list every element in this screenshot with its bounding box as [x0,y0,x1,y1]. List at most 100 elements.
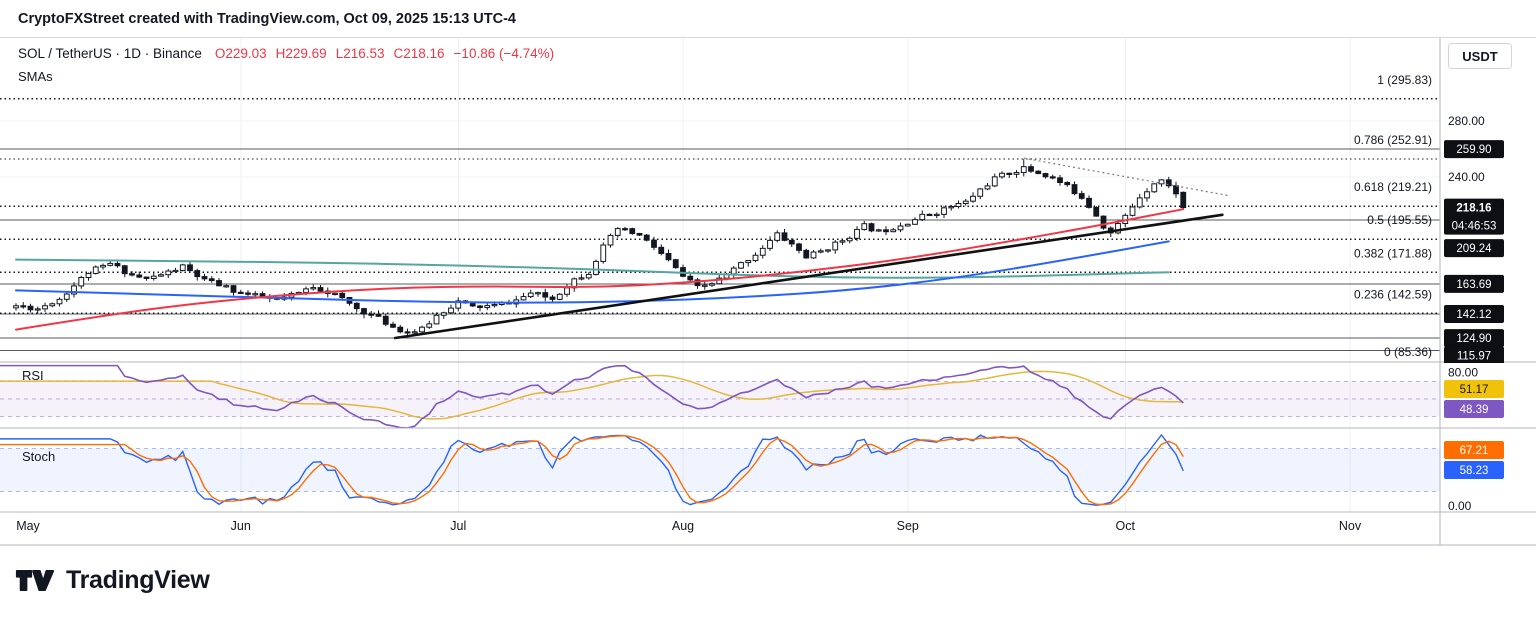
rsi-pane [0,364,1440,428]
candle-body [781,232,788,241]
price-line-badge-bg [1444,305,1504,324]
stoch-d-badge-bg [1444,441,1504,459]
candle-body [433,314,440,325]
candle-body [179,264,186,271]
candle-body [1129,206,1136,216]
rsi-axis-tick: 80.00 [1448,366,1478,380]
fib-level-label: 0.5 (195.55) [1367,213,1432,227]
candle-body [890,229,897,233]
candle-body [477,305,483,309]
price-line-badge: 142.12 [1456,309,1491,321]
candle-body [897,225,904,231]
candle-body [520,296,527,301]
price-line-badge-bg [1444,274,1504,293]
candle-body [411,331,418,334]
candle-body [1006,172,1013,175]
candle-body [1180,191,1187,209]
stoch-d-badge: 67.21 [1460,445,1489,457]
candle-body [701,284,708,287]
candle-body [817,250,824,253]
price-line-badge-bg [1444,140,1504,159]
month-label: Sep [897,519,919,533]
candle-body [542,292,549,298]
candle-body [382,315,389,325]
candle-body [527,292,534,298]
candle-body [999,172,1005,178]
candle-body [303,288,309,293]
candle-body [564,287,570,295]
sma-indicator-label[interactable]: SMAs [18,69,53,84]
price-line-badge: 209.24 [1456,243,1492,255]
stoch-k-badge-bg [1444,461,1504,479]
price-tick-label: 240.00 [1448,170,1485,184]
candle-body [223,285,230,288]
candle-body [614,228,621,236]
candle-body [129,273,135,276]
chart-area[interactable]: 1 (295.83) 0.786 (252.91) 0.618 (219.21) 0.… [0,38,1536,558]
candle-body [643,234,650,241]
candle-body [317,287,324,292]
candle-body [42,305,48,310]
rsi-indicator-label[interactable]: RSI [22,368,44,383]
candle-body [100,264,106,268]
candle-body [1165,179,1172,187]
chart-canvas[interactable]: 1 (295.83) 0.786 (252.91) 0.618 (219.21) 0.… [0,38,1536,558]
candle-body [1057,177,1063,183]
candle-body [1151,183,1158,193]
candle-body [687,275,694,281]
candle-body [216,280,222,287]
price-pane [0,98,1440,352]
price-axis[interactable]: 280.00 240.00 80.00 0.00 [1439,38,1485,545]
candle-body [237,291,244,294]
candle-body [767,239,773,249]
fib-level-label: 0.382 (171.88) [1354,246,1432,260]
month-label: Nov [1339,519,1362,533]
last-price-label: 218.16 [1456,203,1491,215]
candle-body [208,278,215,282]
stoch-indicator-label[interactable]: Stoch [22,449,56,464]
price-line-badge: 259.90 [1456,144,1491,156]
fib-level-label: 0.236 (142.59) [1354,287,1432,301]
candle-body [875,229,882,232]
candle-body [1035,170,1042,175]
candle-body [709,283,715,286]
rsi-badge: 48.39 [1460,404,1489,416]
time-axis[interactable]: May Jun Jul Aug Sep Oct Nov [16,519,1362,533]
fib-level-label: 0.786 (252.91) [1354,133,1432,147]
candle-body [448,307,454,314]
candle-body [1028,166,1034,172]
tradingview-logo-icon [15,570,55,591]
candle-body [375,314,382,317]
price-line-badges: 259.90 209.24 163.69 142.12 124.90 115.97 [1444,140,1504,363]
candle-body [484,305,491,309]
month-label: May [16,519,40,533]
candle-body [27,305,34,311]
candle-body [745,260,752,264]
price-tick-label: 280.00 [1448,114,1485,128]
fib-level-label: 1 (295.83) [1377,73,1432,87]
candle-body [535,292,541,295]
candle-body [121,265,128,275]
candle-body [245,292,251,295]
countdown-label: 04:46:53 [1452,221,1497,233]
candle-body [977,188,984,197]
candle-body [1136,197,1143,208]
candle-body [585,273,592,279]
currency-toggle-button[interactable]: USDT [1448,43,1512,69]
candle-body [194,270,201,278]
tradingview-logo[interactable]: TradingView [14,566,210,595]
candle-body [1086,197,1092,208]
candle-body [165,270,172,276]
candle-body [694,279,701,287]
candle-body [56,298,63,305]
candle-body [578,277,585,280]
candle-body [78,276,85,287]
candle-body [339,292,346,299]
stoch-band [0,448,1440,492]
month-label: Jul [450,519,466,533]
candle-body [1042,173,1049,178]
candle-body [187,264,193,272]
candle-body [904,223,911,227]
candle-body [962,200,969,205]
grid-lines [0,38,1440,512]
